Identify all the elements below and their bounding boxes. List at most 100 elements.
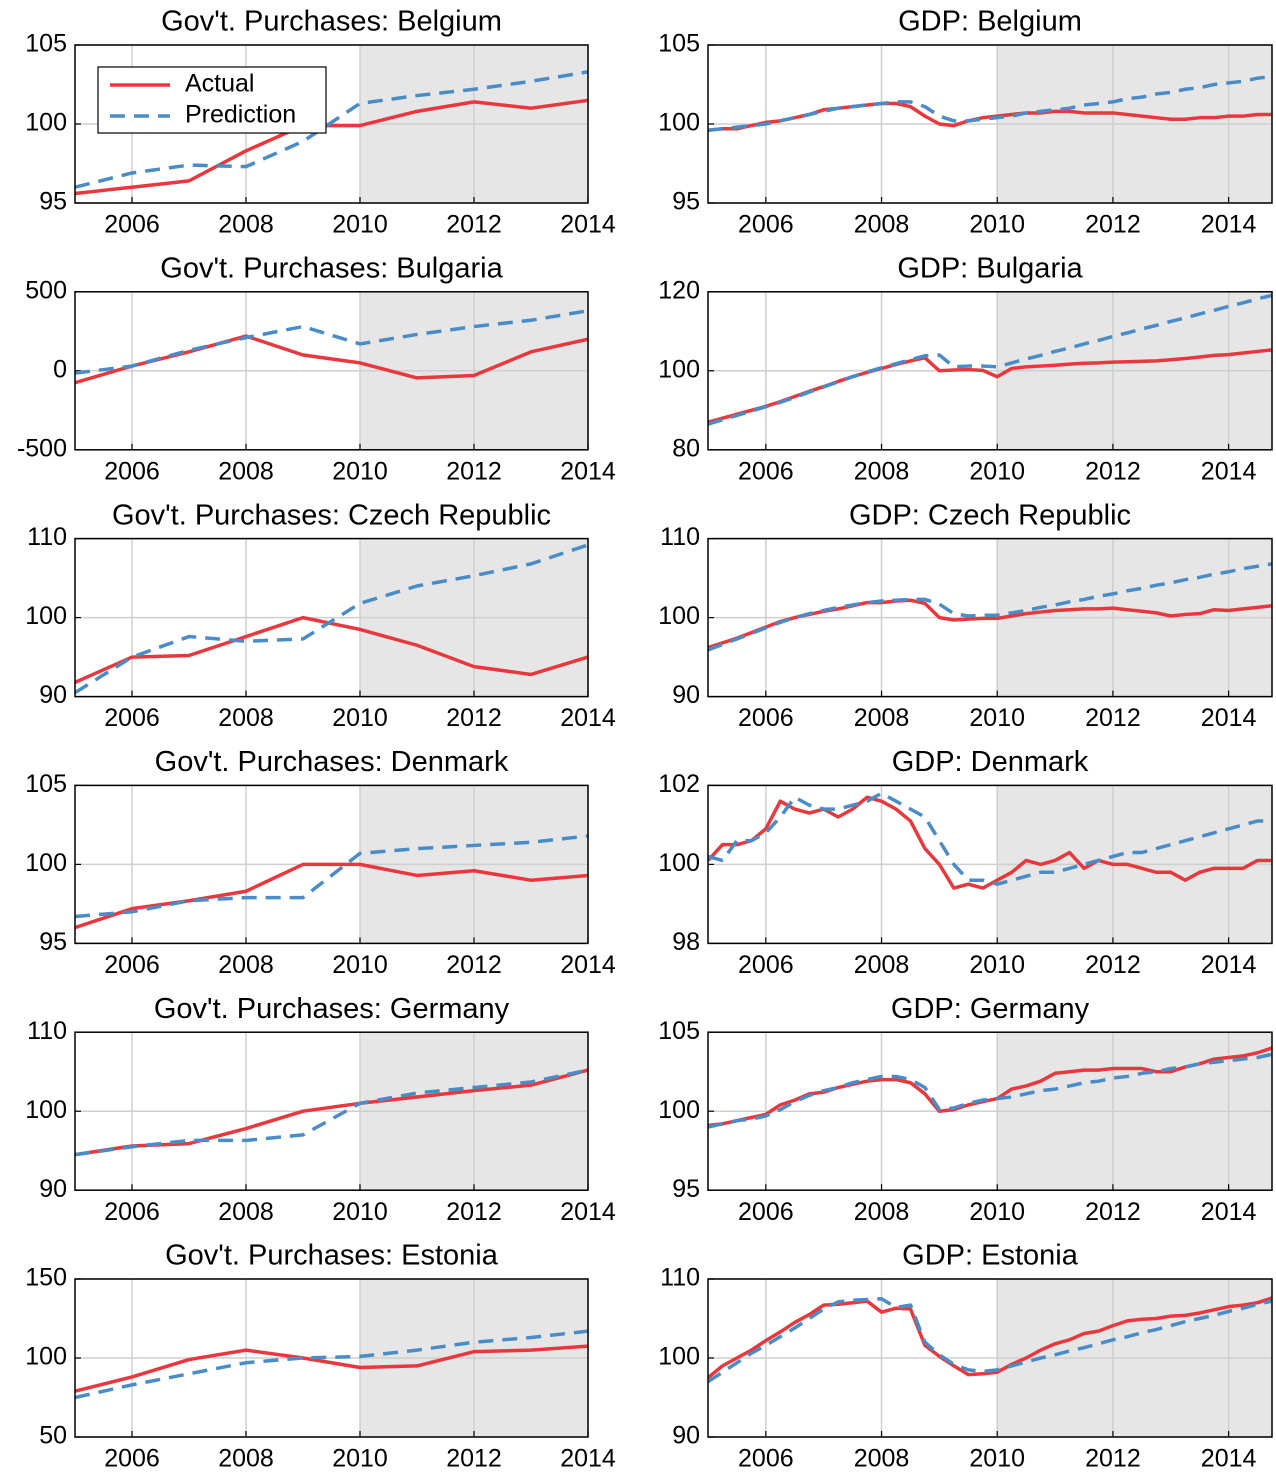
chart-title: GDP: Estonia xyxy=(902,1240,1079,1272)
series-line xyxy=(708,562,1272,652)
y-tick-label: 105 xyxy=(25,770,67,798)
series-line xyxy=(75,1329,588,1400)
subplot: Gov't. Purchases: Czech Republic 2006 2008… xyxy=(25,499,616,732)
x-tick-label: 2010 xyxy=(332,457,388,485)
y-tick-label: 95 xyxy=(672,1175,700,1203)
series-line xyxy=(708,791,1272,886)
chart-title: GDP: Germany xyxy=(891,993,1090,1025)
series-line xyxy=(708,1052,1272,1129)
legend-label: Actual xyxy=(185,70,254,98)
y-tick-label: 100 xyxy=(658,109,700,137)
x-tick-label: 2008 xyxy=(854,951,910,979)
plot-lines xyxy=(75,70,588,196)
y-tick-label: 110 xyxy=(27,1017,67,1045)
x-tick-label: 2008 xyxy=(854,1445,910,1473)
axes-box xyxy=(707,291,1273,451)
x-tick-label: 2014 xyxy=(1201,704,1257,732)
x-tick-label: 2012 xyxy=(1085,211,1141,239)
x-tick-label: 2012 xyxy=(1085,1445,1141,1473)
series-line xyxy=(75,70,588,189)
y-tick-label: 90 xyxy=(39,681,67,709)
x-tick-label: 2012 xyxy=(446,1198,502,1226)
y-tick-label: 105 xyxy=(658,30,700,58)
x-tick-label: 2014 xyxy=(560,951,616,979)
y-tick-label: 120 xyxy=(658,276,700,304)
x-tick-label: 2008 xyxy=(218,704,274,732)
series-line xyxy=(75,834,588,919)
y-tick-label: 100 xyxy=(658,1096,700,1124)
y-tick-label: 90 xyxy=(672,1422,700,1450)
subplot: GDP: Denmark 2006 2008 2010 2012 2014 98 100 102 xyxy=(658,746,1273,979)
y-tick-label: 100 xyxy=(658,1343,700,1371)
y-tick-label: 100 xyxy=(658,355,700,383)
x-tick-label: 2010 xyxy=(969,951,1025,979)
subplot: Gov't. Purchases: Germany 2006 2008 2010 201… xyxy=(25,993,616,1226)
y-tick-label: 100 xyxy=(658,849,700,877)
y-tick-label: 110 xyxy=(660,1264,700,1292)
y-tick-label: 105 xyxy=(658,1017,700,1045)
chart-title: Gov't. Purchases: Denmark xyxy=(155,746,509,778)
axes-box xyxy=(74,784,589,945)
chart-title: Gov't. Purchases: Bulgaria xyxy=(160,252,503,284)
series-line xyxy=(708,795,1272,890)
y-tick-label: 102 xyxy=(658,770,700,798)
axes-box xyxy=(74,291,589,451)
y-tick-label: 95 xyxy=(39,928,67,956)
axes-box xyxy=(707,537,1273,698)
y-tick-label: 95 xyxy=(39,188,67,216)
series-line xyxy=(75,1068,588,1157)
y-tick-label: 100 xyxy=(25,849,67,877)
x-tick-label: 2010 xyxy=(332,951,388,979)
x-tick-label: 2008 xyxy=(854,704,910,732)
x-tick-label: 2006 xyxy=(738,1198,794,1226)
x-tick-label: 2014 xyxy=(1201,211,1257,239)
subplot: Gov't. Purchases: Belgium 2006 2008 2010 201… xyxy=(25,6,616,239)
x-tick-label: 2014 xyxy=(1201,457,1257,485)
y-tick-label: 110 xyxy=(27,523,67,551)
chart-title: GDP: Belgium xyxy=(898,6,1082,38)
plot-lines xyxy=(708,1046,1272,1129)
x-tick-label: 2012 xyxy=(1085,951,1141,979)
series-line xyxy=(75,1344,588,1393)
plot-lines xyxy=(708,293,1272,426)
plot-lines xyxy=(708,791,1272,890)
chart-title: Gov't. Purchases: Germany xyxy=(154,993,510,1025)
x-tick-label: 2006 xyxy=(738,704,794,732)
series-line xyxy=(708,74,1272,133)
x-tick-label: 2006 xyxy=(104,457,160,485)
plot-lines xyxy=(708,1296,1272,1384)
plot-lines xyxy=(75,1068,588,1157)
legend: Actual Prediction xyxy=(97,66,327,134)
subplot: GDP: Czech Republic 2006 2008 2010 2012 2014 9… xyxy=(658,499,1273,732)
plot-lines xyxy=(75,834,588,930)
y-tick-label: 80 xyxy=(672,434,700,462)
x-tick-label: 2006 xyxy=(104,1198,160,1226)
series-line xyxy=(75,543,588,695)
x-tick-label: 2010 xyxy=(332,1445,388,1473)
axes-box xyxy=(707,1031,1273,1191)
y-tick-label: 100 xyxy=(658,602,700,630)
x-tick-label: 2010 xyxy=(969,1198,1025,1226)
plot-lines xyxy=(75,543,588,695)
x-tick-label: 2008 xyxy=(218,211,274,239)
series-line xyxy=(708,1297,1272,1384)
plot-lines xyxy=(708,562,1272,652)
plot-lines xyxy=(75,1329,588,1400)
x-tick-label: 2012 xyxy=(446,457,502,485)
legend-box xyxy=(97,66,327,134)
x-tick-label: 2006 xyxy=(104,704,160,732)
y-tick-label: 150 xyxy=(25,1264,67,1292)
plot-lines xyxy=(708,74,1272,133)
x-tick-label: 2006 xyxy=(104,951,160,979)
x-tick-label: 2012 xyxy=(446,951,502,979)
y-tick-label: 500 xyxy=(25,276,67,304)
x-tick-label: 2006 xyxy=(104,211,160,239)
chart-title: Gov't. Purchases: Czech Republic xyxy=(112,499,551,531)
x-tick-label: 2010 xyxy=(969,704,1025,732)
y-tick-label: 100 xyxy=(25,602,67,630)
y-tick-label: 105 xyxy=(25,30,67,58)
x-tick-label: 2006 xyxy=(738,211,794,239)
x-tick-label: 2008 xyxy=(854,1198,910,1226)
x-tick-label: 2014 xyxy=(1201,1198,1257,1226)
y-tick-label: 90 xyxy=(672,681,700,709)
